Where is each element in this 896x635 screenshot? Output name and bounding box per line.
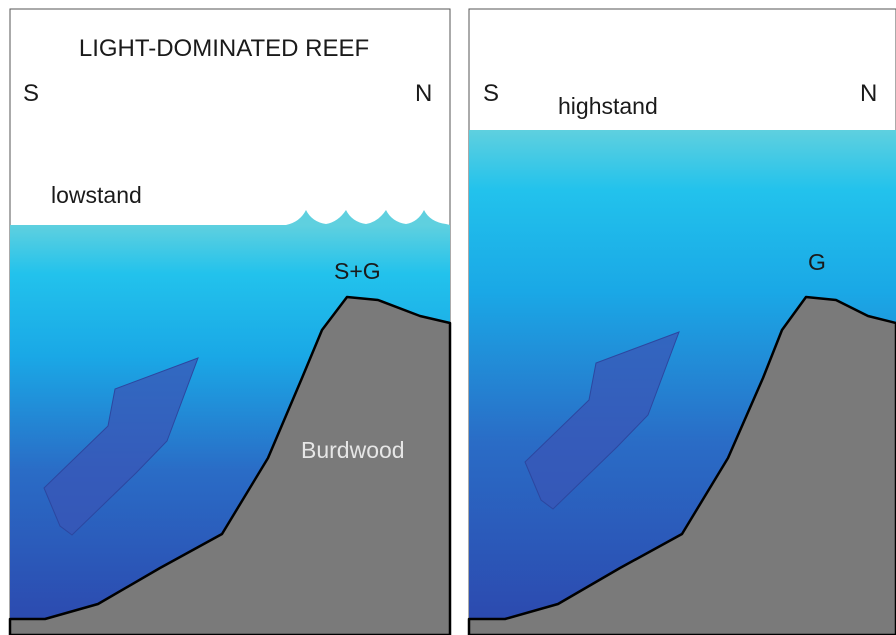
left-direction-s: S <box>23 80 39 107</box>
left-title: LIGHT-DOMINATED REEF <box>79 35 369 62</box>
left-panel: LIGHT-DOMINATED REEF S N lowstand S+G Bu… <box>8 8 452 635</box>
right-upwelling-arrow <box>524 331 680 510</box>
left-upwelling-arrow <box>43 357 199 536</box>
right-panel: S N highstand G <box>467 8 896 635</box>
highstand-label: highstand <box>558 93 658 119</box>
burdwood-label: Burdwood <box>301 437 405 463</box>
right-reef-label: G <box>808 249 826 275</box>
lowstand-label: lowstand <box>51 182 142 208</box>
right-direction-s: S <box>483 80 499 107</box>
surface-waves <box>286 210 450 225</box>
left-reef-rock <box>8 295 452 635</box>
right-reef-rock <box>467 295 896 635</box>
left-reef-label: S+G <box>334 258 381 284</box>
right-direction-n: N <box>860 80 877 107</box>
left-direction-n: N <box>415 80 432 107</box>
